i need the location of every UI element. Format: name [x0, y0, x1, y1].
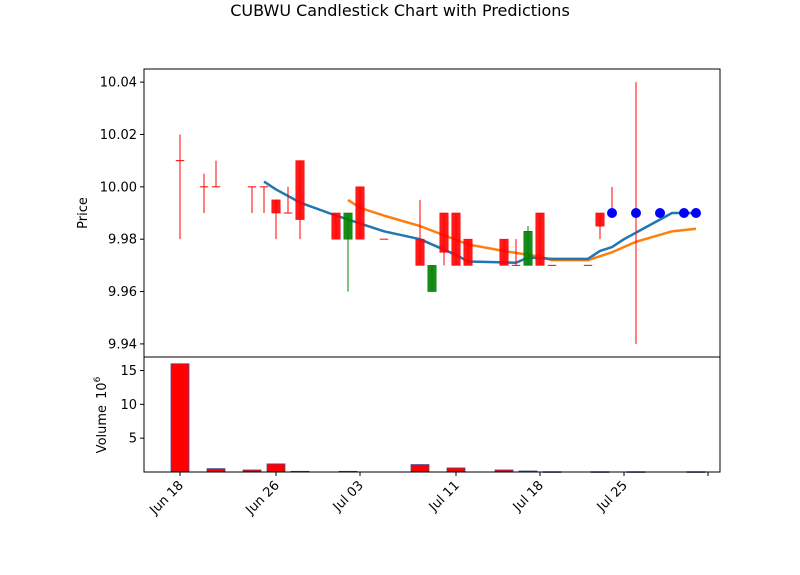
candle-down [295, 160, 305, 240]
candle-up [523, 226, 533, 266]
candle-body [499, 238, 509, 266]
x-axis-ticks: Jun 18 Jun 26 Jul 03 Jul 11 Jul 18 Jul 25 [147, 472, 709, 519]
x-tick-label: Jul 11 [426, 478, 463, 515]
price-y-tick-label: 10.04 [100, 76, 137, 91]
ma-long-line [347, 198, 697, 262]
candle-down [259, 186, 269, 213]
candle-body [415, 238, 425, 266]
price-y-tick-label: 9.94 [108, 337, 137, 352]
candle-body [355, 186, 365, 240]
candle-down [355, 186, 365, 240]
volume-y-ticks: 5 10 15 [120, 364, 144, 447]
volume-axis-exponent-power: 6 [93, 376, 103, 382]
candle-body [331, 212, 341, 240]
candle-body [595, 212, 605, 227]
candle-down [451, 212, 461, 266]
volume-axis-label: Volume 106 [93, 376, 110, 453]
candle-down [175, 134, 185, 240]
candle-body [439, 212, 449, 253]
candle-body [523, 231, 533, 266]
volume-bar [170, 363, 190, 473]
price-y-tick-label: 10.00 [100, 180, 137, 195]
candles [175, 82, 641, 344]
volume-plot-area [144, 357, 720, 472]
candle-down [271, 199, 281, 240]
candle-body [295, 160, 305, 220]
candle-down [535, 212, 545, 266]
price-panel: 9.94 9.96 9.98 10.00 10.02 10.04 Price [76, 68, 721, 358]
candle-body [427, 265, 437, 292]
prediction-point [691, 208, 701, 218]
volume-axis-exponent-base: 10 [95, 382, 110, 399]
candle-body [271, 199, 281, 214]
prediction-points [607, 208, 701, 218]
x-tick-label: Jul 25 [594, 478, 631, 515]
x-tick-label: Jun 18 [147, 478, 187, 518]
price-plot-area [144, 69, 720, 357]
candle-body [463, 238, 473, 266]
x-tick-label: Jul 03 [330, 478, 367, 515]
candle-down [463, 238, 473, 266]
candle-up [343, 212, 353, 292]
volume-bar [410, 464, 430, 473]
candle-down [247, 186, 257, 213]
price-axis-label: Price [76, 197, 91, 229]
candle-body [451, 212, 461, 266]
volume-y-tick-label: 10 [120, 398, 137, 413]
candle-down [511, 239, 521, 266]
candle-down [439, 212, 449, 266]
volume-y-tick-label: 15 [120, 364, 137, 379]
volume-y-tick-label: 5 [129, 432, 137, 447]
candle-up [427, 265, 437, 292]
volume-bar [206, 468, 226, 473]
candle-down [415, 199, 425, 266]
volume-plot-frame [143, 356, 721, 473]
candle-body [343, 212, 353, 240]
volume-axis-label-text: Volume [95, 405, 110, 453]
x-tick-label: Jul 18 [510, 478, 547, 515]
volume-bar [266, 463, 286, 473]
price-y-ticks: 9.94 9.96 9.98 10.00 10.02 10.04 [100, 76, 144, 352]
candle-down [595, 212, 605, 240]
candle-down [499, 238, 509, 266]
price-y-tick-label: 9.98 [108, 233, 137, 248]
price-y-tick-label: 9.96 [108, 285, 137, 300]
candle-down [283, 186, 293, 214]
candle-down [211, 160, 221, 188]
prediction-point [607, 208, 617, 218]
x-tick-label: Jun 26 [243, 478, 283, 518]
price-y-tick-label: 10.02 [100, 128, 137, 143]
prediction-point [679, 208, 689, 218]
prediction-point [631, 208, 641, 218]
candle-body [535, 212, 545, 266]
chart-title: CUBWU Candlestick Chart with Predictions [230, 1, 570, 20]
candle-down [199, 173, 209, 213]
candle-down [331, 212, 341, 240]
prediction-point [655, 208, 665, 218]
volume-bar [446, 467, 466, 473]
